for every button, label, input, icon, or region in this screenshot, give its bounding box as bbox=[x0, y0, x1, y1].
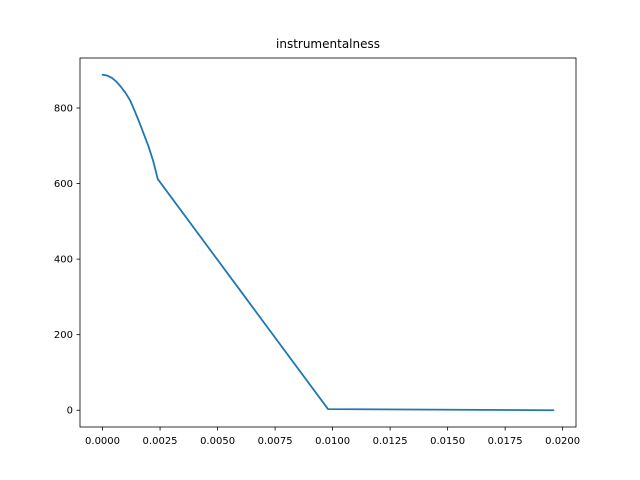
x-tick-label: 0.0100 bbox=[315, 436, 350, 447]
series-line bbox=[101, 73, 555, 412]
y-tick-label: 0 bbox=[67, 406, 73, 417]
y-axis: 0 200 400 600 800 bbox=[54, 104, 80, 417]
plot-frame bbox=[79, 57, 577, 428]
x-tick-label: 0.0000 bbox=[85, 436, 120, 447]
y-tick-label: 600 bbox=[54, 179, 73, 190]
x-tick-label: 0.0175 bbox=[488, 436, 523, 447]
x-axis: 0.0000 0.0025 0.0050 0.0075 0.0100 0.0125 0.01… bbox=[85, 427, 580, 447]
x-tick-label: 0.0050 bbox=[200, 436, 235, 447]
y-tick-label: 200 bbox=[54, 330, 73, 341]
y-tick-label: 400 bbox=[54, 255, 73, 266]
plot-series bbox=[101, 73, 555, 412]
y-tick-label: 800 bbox=[54, 104, 73, 115]
x-tick-label: 0.0075 bbox=[258, 436, 293, 447]
x-tick-label: 0.0125 bbox=[373, 436, 408, 447]
chart-title: instrumentalness bbox=[276, 37, 380, 51]
x-tick-label: 0.0150 bbox=[430, 436, 465, 447]
x-tick-label: 0.0200 bbox=[545, 436, 580, 447]
x-tick-label: 0.0025 bbox=[143, 436, 178, 447]
